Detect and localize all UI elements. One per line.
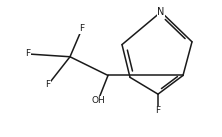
Text: OH: OH — [91, 96, 105, 105]
Text: N: N — [157, 7, 165, 17]
Text: F: F — [79, 24, 85, 33]
Text: F: F — [46, 80, 51, 89]
Text: F: F — [155, 106, 161, 115]
Text: F: F — [26, 49, 31, 58]
